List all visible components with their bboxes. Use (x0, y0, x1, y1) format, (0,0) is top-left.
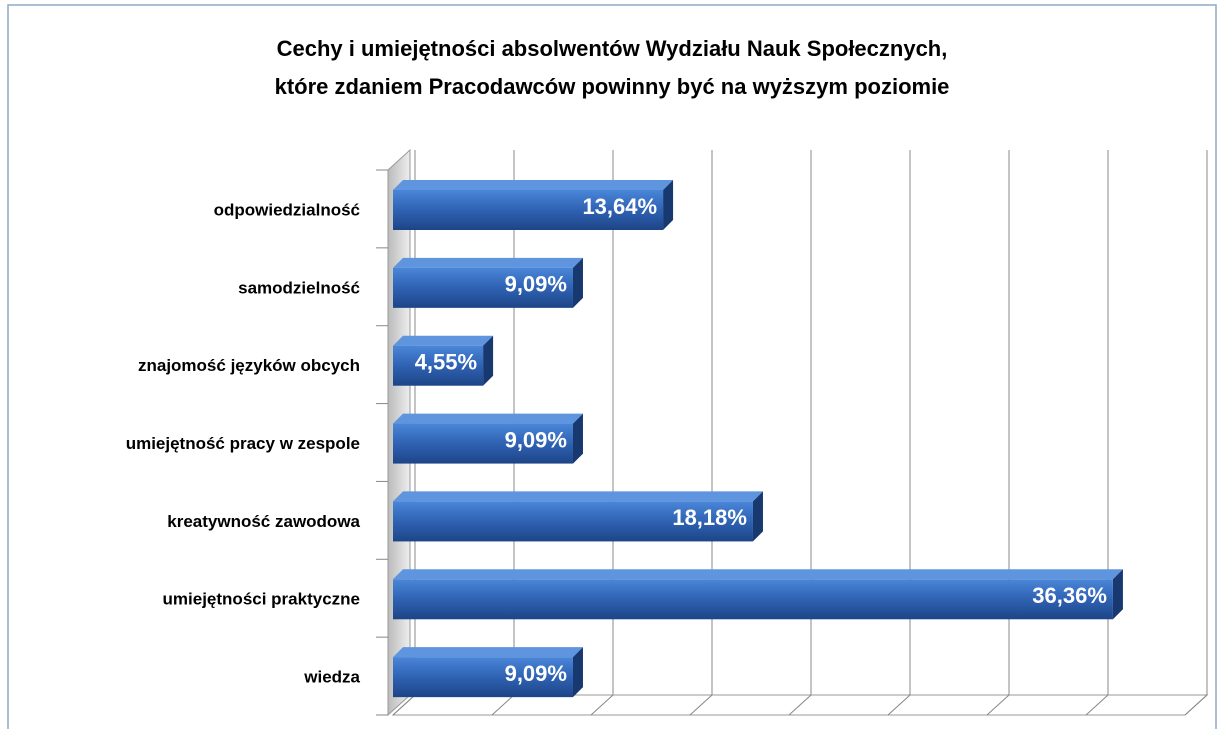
bar-top (393, 335, 494, 346)
bar-front (393, 267, 573, 308)
bar (393, 491, 763, 542)
chart-title: Cechy i umiejętności absolwentów Wydział… (277, 36, 948, 61)
grid-line (1085, 150, 1109, 716)
bar-top (393, 257, 583, 268)
bar-top (393, 569, 1123, 580)
y-tick-label: umiejętności praktyczne (163, 590, 360, 609)
bar-front (393, 501, 753, 542)
bar-side (1112, 569, 1123, 620)
bar-top (393, 413, 583, 424)
data-label: 13,64% (582, 194, 657, 219)
chart-title: które zdaniem Pracodawców powinny być na… (275, 74, 950, 99)
y-tick-label: odpowiedzialność (214, 200, 360, 219)
bar (393, 335, 494, 386)
y-tick-label: samodzielność (238, 278, 360, 297)
grid-line (887, 150, 911, 716)
data-label: 9,09% (505, 661, 567, 686)
grid-line (1184, 150, 1208, 716)
bar-front (393, 423, 573, 464)
data-label: 9,09% (505, 427, 567, 452)
grid-line (689, 150, 713, 716)
bar-side (663, 180, 674, 230)
bar (393, 647, 583, 698)
bar-side (752, 491, 763, 542)
bar-side (572, 257, 583, 308)
bar-front (393, 579, 1113, 620)
bar-front (393, 345, 484, 386)
y-tick-label: znajomość języków obcych (138, 356, 360, 375)
bar (393, 180, 674, 230)
bar-top (393, 180, 674, 190)
bar-side (572, 647, 583, 698)
bar-side (483, 335, 494, 386)
data-label: 18,18% (672, 505, 747, 530)
bar-front (393, 657, 573, 698)
bar-top (393, 647, 583, 658)
y-tick-label: umiejętność pracy w zespole (126, 434, 360, 453)
bar-front (393, 190, 664, 230)
y-tick-label: wiedza (303, 668, 360, 687)
y-tick-label: kreatywność zawodowa (167, 512, 360, 531)
data-label: 9,09% (505, 272, 567, 297)
data-label: 36,36% (1032, 583, 1107, 608)
bar-side (572, 413, 583, 464)
bar (393, 569, 1123, 620)
grid-line (590, 150, 614, 716)
grid-line (788, 150, 812, 716)
grid-line (986, 150, 1010, 716)
bar-top (393, 491, 763, 502)
bar (393, 413, 583, 464)
bar (393, 257, 583, 308)
data-label: 4,55% (415, 350, 477, 375)
